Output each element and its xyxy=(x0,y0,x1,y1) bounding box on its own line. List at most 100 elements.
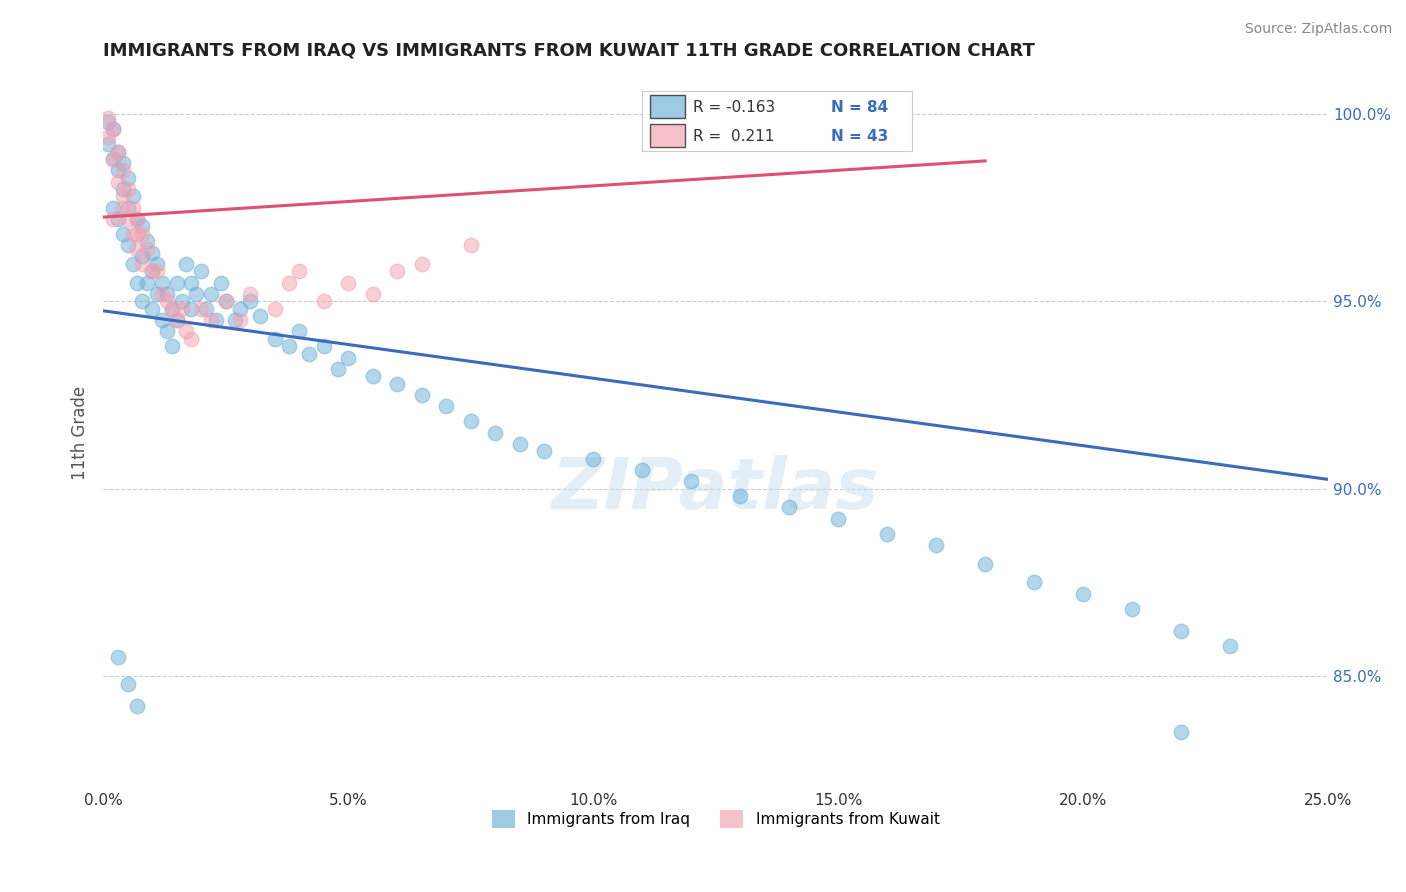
Point xyxy=(97,111,120,125)
Point xyxy=(121,227,143,241)
Point xyxy=(150,313,173,327)
Point xyxy=(166,276,188,290)
Point xyxy=(533,444,555,458)
Point xyxy=(170,294,193,309)
Point xyxy=(121,189,143,203)
Text: IMMIGRANTS FROM IRAQ VS IMMIGRANTS FROM KUWAIT 11TH GRADE CORRELATION CHART: IMMIGRANTS FROM IRAQ VS IMMIGRANTS FROM … xyxy=(103,42,1035,60)
Point xyxy=(127,276,149,290)
Point xyxy=(337,276,360,290)
Point xyxy=(127,699,149,714)
Point xyxy=(484,425,506,440)
Point xyxy=(101,122,124,136)
Point xyxy=(298,347,321,361)
Point xyxy=(361,369,384,384)
Point xyxy=(312,339,335,353)
Point xyxy=(229,313,252,327)
Point xyxy=(150,276,173,290)
Point xyxy=(107,145,129,159)
Point xyxy=(1219,639,1241,653)
Point xyxy=(117,238,139,252)
Point xyxy=(180,332,202,346)
Point xyxy=(150,287,173,301)
Point xyxy=(1170,624,1192,639)
Y-axis label: 11th Grade: 11th Grade xyxy=(72,385,89,480)
Point xyxy=(170,301,193,316)
Point xyxy=(107,211,129,226)
Point xyxy=(121,201,143,215)
Point xyxy=(361,287,384,301)
Point xyxy=(156,294,179,309)
Point xyxy=(249,310,271,324)
Point xyxy=(101,211,124,226)
Point xyxy=(214,294,236,309)
Point xyxy=(385,376,408,391)
Point xyxy=(195,301,218,316)
Point xyxy=(117,201,139,215)
Point xyxy=(180,301,202,316)
Point xyxy=(101,152,124,166)
Point xyxy=(97,114,120,128)
Point xyxy=(136,242,159,256)
Point xyxy=(117,211,139,226)
Point xyxy=(101,152,124,166)
Point xyxy=(385,264,408,278)
Point xyxy=(111,163,134,178)
Point xyxy=(156,325,179,339)
Point xyxy=(328,362,350,376)
Point xyxy=(111,201,134,215)
Point xyxy=(146,264,169,278)
Point xyxy=(1024,575,1046,590)
Point xyxy=(186,287,208,301)
Point xyxy=(111,182,134,196)
Point xyxy=(127,242,149,256)
Point xyxy=(107,145,129,159)
Point xyxy=(1121,601,1143,615)
Point xyxy=(681,475,703,489)
Point xyxy=(101,122,124,136)
Point xyxy=(117,676,139,690)
Point xyxy=(582,451,605,466)
Point xyxy=(111,227,134,241)
Point xyxy=(131,294,153,309)
Point xyxy=(728,489,751,503)
Point xyxy=(141,264,163,278)
Point xyxy=(131,227,153,241)
Point xyxy=(337,351,360,365)
Point xyxy=(460,238,482,252)
Point xyxy=(111,155,134,169)
Point xyxy=(156,287,179,301)
Point xyxy=(925,538,948,552)
Point xyxy=(200,287,222,301)
Point xyxy=(876,526,898,541)
Point xyxy=(166,313,188,327)
Point xyxy=(200,313,222,327)
Point xyxy=(160,301,183,316)
Point xyxy=(127,211,149,226)
Point xyxy=(1170,725,1192,739)
Point xyxy=(278,276,301,290)
Legend: Immigrants from Iraq, Immigrants from Kuwait: Immigrants from Iraq, Immigrants from Ku… xyxy=(485,804,946,834)
Point xyxy=(278,339,301,353)
Point xyxy=(263,301,285,316)
Point xyxy=(131,219,153,234)
Point xyxy=(229,301,252,316)
Point xyxy=(97,129,120,144)
Point xyxy=(97,136,120,151)
Point xyxy=(288,325,311,339)
Point xyxy=(146,257,169,271)
Point xyxy=(209,276,232,290)
Point xyxy=(1071,587,1094,601)
Point xyxy=(141,245,163,260)
Point xyxy=(263,332,285,346)
Point xyxy=(166,313,188,327)
Point xyxy=(239,294,262,309)
Point xyxy=(121,257,143,271)
Point xyxy=(141,301,163,316)
Point xyxy=(190,264,212,278)
Point xyxy=(411,388,433,402)
Point xyxy=(127,227,149,241)
Point xyxy=(312,294,335,309)
Point xyxy=(214,294,236,309)
Point xyxy=(107,650,129,665)
Point xyxy=(117,182,139,196)
